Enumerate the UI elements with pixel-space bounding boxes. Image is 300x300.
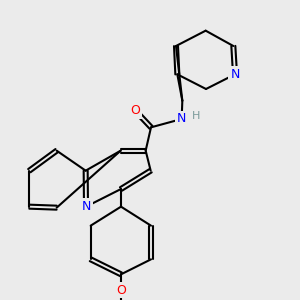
Text: O: O: [131, 104, 141, 118]
Text: N: N: [81, 200, 91, 213]
Text: N: N: [177, 112, 186, 125]
Text: N: N: [230, 68, 240, 81]
Text: H: H: [191, 111, 200, 121]
Text: O: O: [116, 284, 126, 296]
